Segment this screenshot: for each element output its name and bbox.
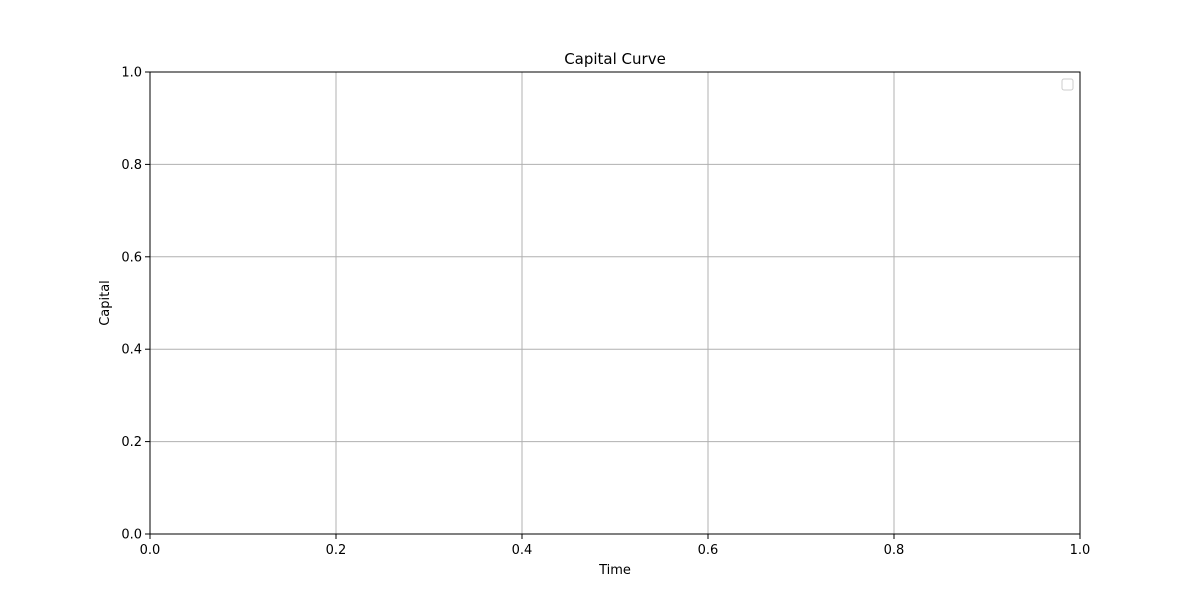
y-tick-label: 1.0: [121, 66, 142, 81]
y-tick-label: 0.4: [121, 343, 142, 358]
y-axis-ticks: 0.0 0.2 0.4 0.6 0.8 1.0: [121, 66, 150, 543]
x-axis-label: Time: [598, 563, 631, 578]
x-tick-label: 1.0: [1070, 543, 1091, 558]
x-tick-label: 0.0: [140, 543, 161, 558]
x-tick-label: 0.6: [698, 543, 719, 558]
y-tick-label: 0.0: [121, 528, 142, 543]
x-tick-label: 0.2: [326, 543, 347, 558]
y-tick-label: 0.6: [121, 250, 142, 265]
plot-area: [150, 72, 1080, 534]
y-axis-label: Capital: [98, 280, 113, 326]
y-tick-label: 0.8: [121, 158, 142, 173]
legend-box: [1061, 78, 1074, 91]
plot-frame: [149, 71, 1081, 535]
x-tick-label: 0.4: [512, 543, 533, 558]
chart-title: Capital Curve: [564, 50, 666, 68]
x-tick-label: 0.8: [884, 543, 905, 558]
y-tick-label: 0.2: [121, 435, 142, 450]
x-axis-ticks: 0.0 0.2 0.4 0.6 0.8 1.0: [140, 534, 1091, 558]
